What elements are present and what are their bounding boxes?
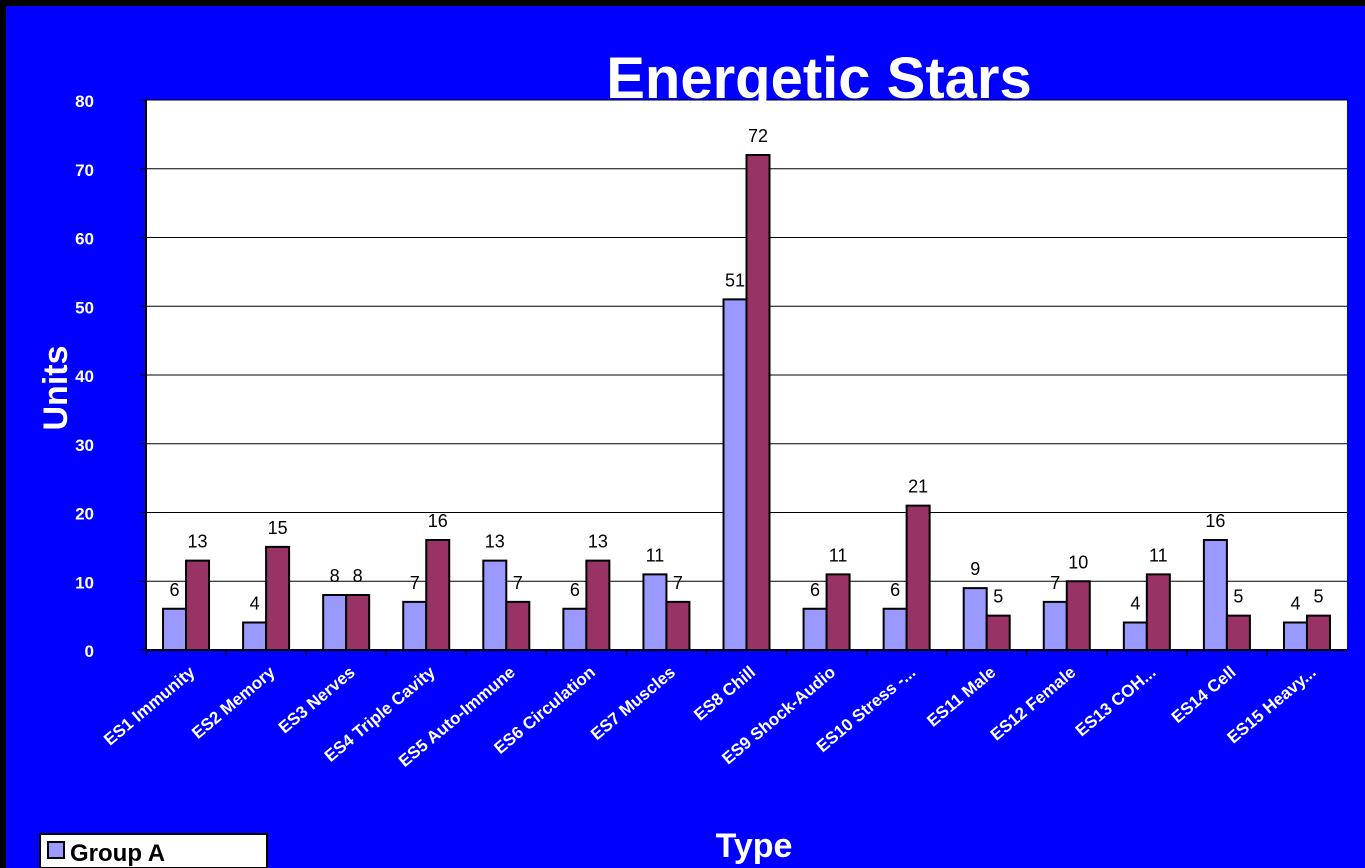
y-tick-label: 60 [75, 230, 94, 249]
data-labels: 6 4 8 7 13 6 11 51 6 6 9 7 4 16 4 13 15 8 16 7 13 7 72 11 21 5 10 1… [170, 126, 1324, 614]
bar-series-1 [562, 607, 588, 651]
y-tick-label: 10 [75, 573, 94, 592]
x-tick-label: ES7 Muscles [587, 663, 679, 744]
bar-series-1 [1282, 621, 1308, 651]
bar-series-1 [242, 621, 268, 651]
data-label: 6 [170, 580, 180, 600]
bar-series-2 [1305, 614, 1331, 651]
bar-series-1 [962, 587, 988, 651]
bar-series-1 [322, 594, 348, 651]
y-tick-label: 20 [75, 505, 94, 524]
data-label: 7 [673, 573, 683, 593]
chart-title: Energetic Stars [606, 46, 1032, 111]
legend-box [39, 833, 268, 868]
y-tick-label: 0 [85, 642, 94, 661]
x-tick-label: ES14 Cell [1168, 663, 1240, 727]
data-label: 6 [810, 580, 820, 600]
bar-series-2 [1225, 614, 1251, 651]
data-label: 7 [410, 573, 420, 593]
bar-series-2 [825, 573, 851, 651]
data-label: 5 [993, 587, 1003, 607]
data-label: 11 [646, 545, 665, 565]
data-label: 16 [1205, 511, 1225, 531]
bar-series-1 [642, 573, 668, 651]
data-label: 21 [908, 477, 928, 497]
y-tick-label: 30 [75, 436, 94, 455]
data-label: 72 [748, 126, 768, 146]
data-label: 8 [330, 566, 340, 586]
x-tick-label: ES3 Nerves [275, 663, 359, 738]
data-label: 11 [829, 545, 848, 565]
legend: Group A [39, 833, 268, 868]
data-label: 4 [250, 594, 260, 614]
data-label: 13 [485, 532, 505, 552]
bar-series-1 [1202, 539, 1228, 651]
bar-series-2 [585, 559, 611, 651]
x-tick-label: ES8 Chill [690, 663, 759, 725]
legend-label-group-a: Group A [70, 840, 165, 867]
x-tick-label: ES15 Heavy... [1224, 663, 1320, 748]
data-label: 13 [188, 532, 208, 552]
data-label: 8 [353, 566, 363, 586]
bar-series-1 [722, 298, 748, 651]
y-tick-labels: 0 10 20 30 40 50 60 70 80 [75, 92, 94, 661]
bar-series-2 [1065, 580, 1091, 651]
data-label: 10 [1068, 552, 1088, 572]
bar-series-2 [425, 539, 451, 651]
bar-series-2 [745, 154, 771, 651]
x-tick-label: ES2 Memory [188, 662, 279, 742]
y-tick-label: 80 [75, 92, 94, 111]
x-tick-label: ES1 Immunity [100, 662, 199, 749]
bar-series-2 [1145, 573, 1171, 651]
data-label: 9 [970, 559, 980, 579]
bar-series-1 [162, 607, 188, 651]
bar-series-1 [802, 607, 828, 651]
x-axis-title: Type [716, 827, 793, 865]
bar-series-1 [1042, 600, 1068, 651]
x-tick-label: ES12 Female [987, 663, 1080, 745]
y-tick-label: 50 [75, 298, 94, 317]
bar-series-2 [185, 559, 211, 651]
y-axis-title: Units [37, 346, 75, 431]
data-label: 6 [570, 580, 580, 600]
data-label: 6 [890, 580, 900, 600]
bar-series-2 [265, 545, 291, 651]
data-label: 5 [1313, 587, 1323, 607]
data-label: 13 [588, 532, 608, 552]
legend-swatch-group-a [47, 841, 65, 859]
bar-series-1 [1122, 621, 1148, 651]
bar-series-1 [402, 600, 428, 651]
data-label: 51 [725, 270, 745, 290]
y-tick-label: 70 [75, 161, 94, 180]
bar-series-2 [665, 600, 691, 651]
data-label: 15 [268, 518, 288, 538]
bar-series-2 [505, 600, 531, 651]
data-label: 11 [1149, 545, 1168, 565]
data-label: 7 [513, 573, 523, 593]
x-tick-label: ES11 Male [923, 663, 999, 731]
data-label: 16 [428, 511, 448, 531]
y-tick-label: 40 [75, 367, 94, 386]
bar-series-2 [985, 614, 1011, 651]
data-label: 7 [1050, 573, 1060, 593]
data-label: 4 [1130, 594, 1140, 614]
bar-series-2 [905, 504, 931, 651]
x-tick-label: ES13 COH... [1072, 663, 1159, 741]
bar-series-1 [482, 559, 508, 651]
axes [145, 100, 1347, 656]
bar-series-2 [345, 594, 371, 651]
data-label: 4 [1290, 594, 1300, 614]
bar-series-1 [882, 607, 908, 651]
data-label: 5 [1233, 587, 1243, 607]
